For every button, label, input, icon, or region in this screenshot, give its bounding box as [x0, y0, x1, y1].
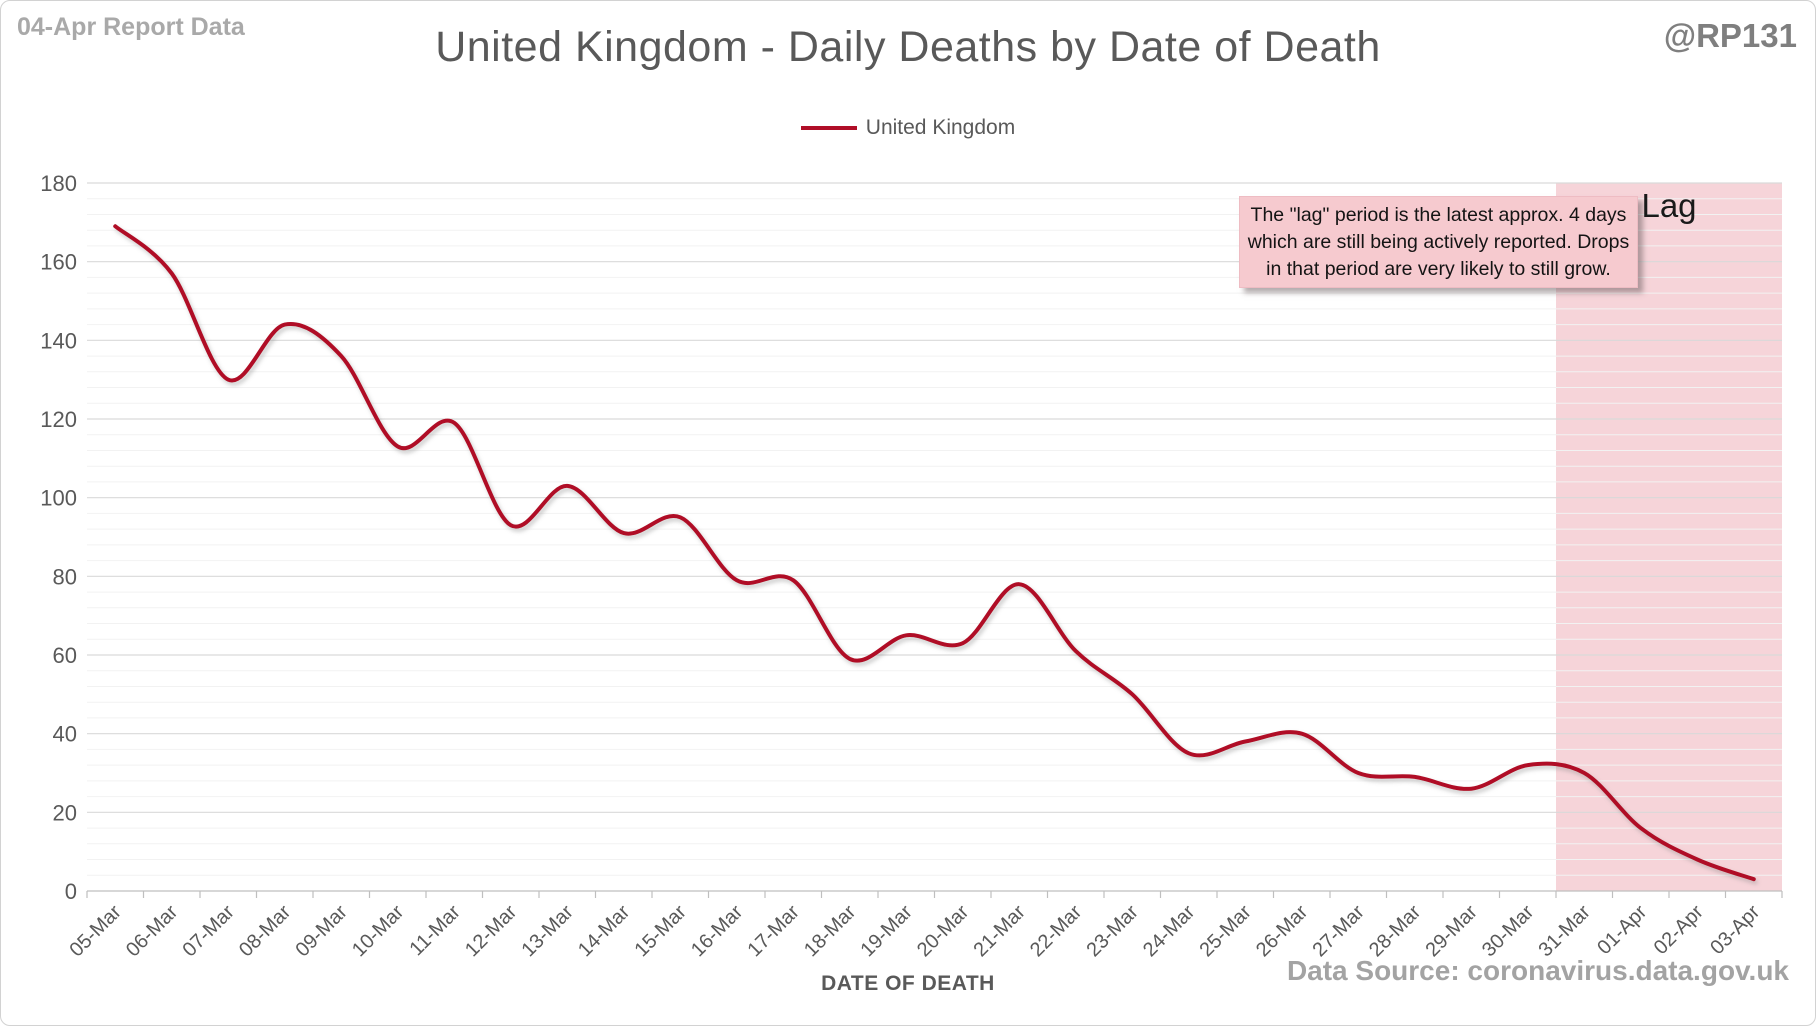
x-tick-label: 26-Mar	[1252, 901, 1313, 962]
watermark-label: @RP131	[1663, 17, 1797, 54]
x-tick-label: 11-Mar	[405, 901, 465, 961]
y-tick-label: 40	[53, 722, 77, 747]
x-tick-label: 01-Apr	[1593, 901, 1651, 959]
y-tick-label: 60	[53, 643, 77, 668]
report-date-label: 04-Apr Report Data	[17, 13, 245, 41]
x-tick-label: 16-Mar	[687, 901, 748, 962]
y-tick-label: 140	[40, 328, 77, 353]
legend: United Kingdom	[1, 111, 1815, 145]
x-tick-label: 17-Mar	[743, 901, 804, 962]
x-tick-label: 03-Apr	[1706, 901, 1764, 959]
x-tick-label: 27-Mar	[1308, 901, 1369, 962]
annotation-text-line: which are still being actively reported.…	[1247, 230, 1630, 253]
x-tick-label: 10-Mar	[348, 901, 409, 962]
x-tick-label: 23-Mar	[1082, 901, 1143, 962]
annotation-text-line: in that period are very likely to still …	[1266, 257, 1611, 280]
y-tick-label: 100	[40, 486, 77, 511]
legend-series-label: United Kingdom	[865, 116, 1016, 139]
x-tick-label: 13-Mar	[517, 901, 578, 962]
x-tick-label: 15-Mar	[630, 901, 691, 962]
x-tick-label: 22-Mar	[1026, 901, 1087, 962]
data-source-label: Data Source: coronavirus.data.gov.uk	[1286, 955, 1789, 986]
x-tick-label: 28-Mar	[1365, 901, 1426, 962]
x-tick-label: 02-Apr	[1650, 901, 1708, 959]
series-line-united-kingdom	[113, 224, 1756, 882]
x-tick-label: 20-Mar	[913, 901, 974, 962]
y-tick-label: 80	[53, 564, 77, 589]
y-tick-label: 180	[40, 171, 77, 196]
x-tick-label: 05-Mar	[65, 901, 126, 962]
x-tick-label: 31-Mar	[1534, 901, 1595, 962]
legend-line-swatch-icon	[800, 126, 857, 130]
x-axis-title: DATE OF DEATH	[821, 972, 995, 995]
lag-region-label: Lag	[1641, 187, 1697, 224]
lag-annotation-box: The "lag" period is the latest approx. 4…	[1239, 196, 1638, 288]
x-tick-label: 25-Mar	[1195, 901, 1256, 962]
y-tick-label: 120	[40, 407, 77, 432]
lag-region-band	[1556, 183, 1782, 891]
chart-title: United Kingdom - Daily Deaths by Date of…	[435, 23, 1381, 71]
y-tick-label: 20	[53, 800, 77, 825]
x-tick-label: 19-Mar	[856, 901, 917, 962]
x-tick-label: 18-Mar	[800, 901, 861, 962]
x-tick-label: 06-Mar	[122, 901, 183, 962]
x-tick-label: 29-Mar	[1421, 901, 1482, 962]
x-tick-label: 30-Mar	[1478, 901, 1539, 962]
x-tick-label: 24-Mar	[1139, 901, 1200, 962]
x-tick-label: 09-Mar	[291, 901, 352, 962]
x-tick-label: 14-Mar	[574, 901, 635, 962]
x-tick-label: 07-Mar	[178, 901, 239, 962]
annotation-text-line: The "lag" period is the latest approx. 4…	[1250, 203, 1627, 226]
x-tick-label: 12-Mar	[461, 901, 522, 962]
x-tick-label: 08-Mar	[235, 901, 296, 962]
x-tick-label: 21-Mar	[969, 901, 1030, 962]
y-tick-label: 160	[40, 250, 77, 275]
y-tick-label: 0	[65, 879, 77, 904]
